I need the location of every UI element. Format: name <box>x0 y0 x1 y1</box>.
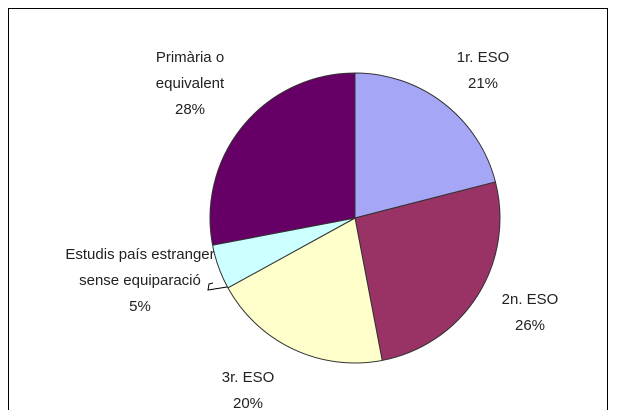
slice-label: 2n. ESO 26% <box>470 287 590 339</box>
slice-name: Primària o equivalent <box>155 49 225 92</box>
slice-value: 28% <box>174 101 206 118</box>
slice-label: 1r. ESO 21% <box>423 45 543 97</box>
slice-value: 5% <box>129 298 151 315</box>
pie-slice <box>354 72 497 219</box>
pie-slice <box>209 72 356 246</box>
leader-line <box>207 282 228 291</box>
slice-name: 2n. ESO <box>501 291 559 308</box>
slice-label: Estudis país estranger sense equiparació… <box>65 242 215 320</box>
slice-name: 3r. ESO <box>221 369 275 386</box>
slice-name: 1r. ESO <box>456 49 510 66</box>
slice-label: 3r. ESO 20% <box>188 365 308 410</box>
slice-value: 20% <box>232 395 264 410</box>
pie-slice <box>354 181 501 362</box>
slice-label: Primària o equivalent 28% <box>135 45 245 123</box>
chart-frame <box>8 8 608 410</box>
slice-name: Estudis país estranger sense equiparació <box>65 246 215 289</box>
slice-value: 26% <box>514 317 546 334</box>
slice-value: 21% <box>467 75 499 92</box>
pie-slice <box>227 217 383 364</box>
